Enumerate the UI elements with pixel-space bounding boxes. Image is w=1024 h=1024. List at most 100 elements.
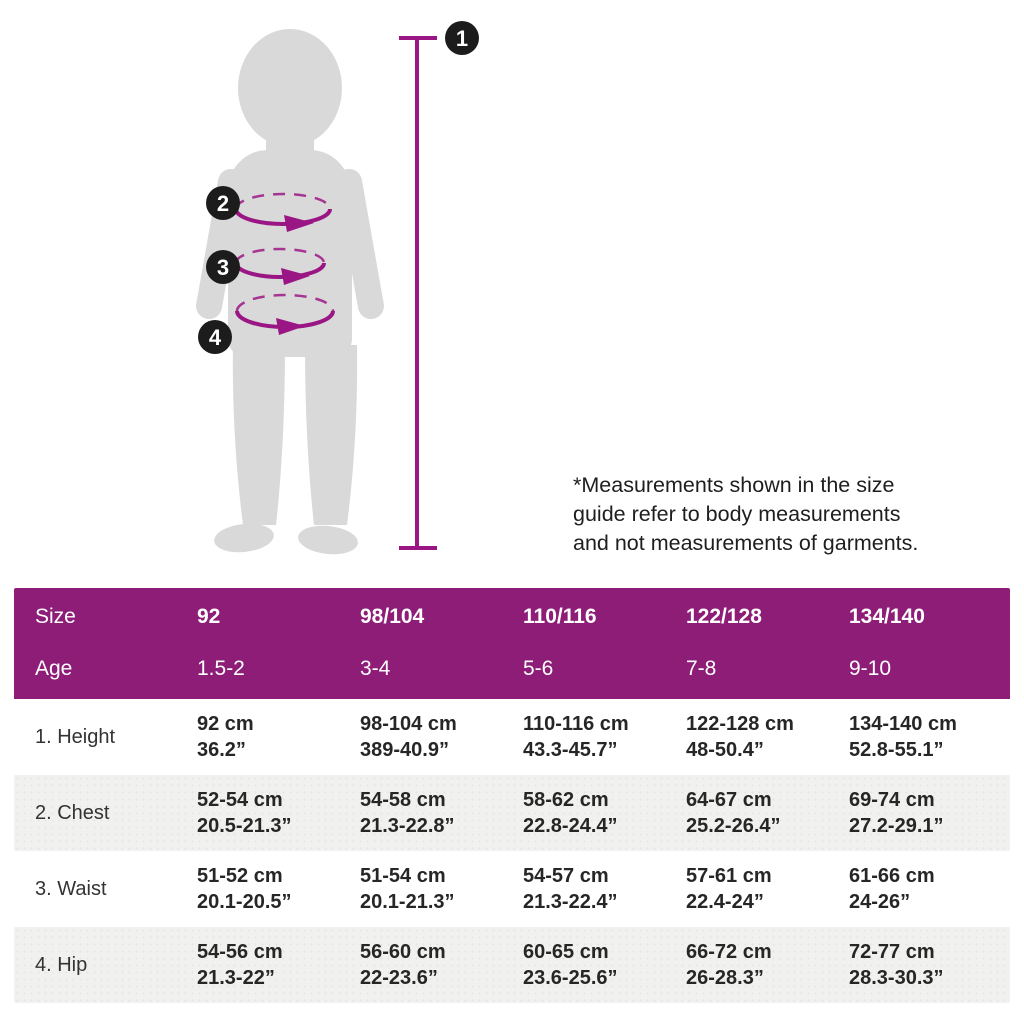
waist-cell-5: 61-66 cm 24-26” [849,863,1010,915]
chest-measure-ring [234,192,332,232]
height-cm-3: 110-116 cm [523,713,629,735]
waist-ring-dashed-arc [234,247,326,264]
waist-inch-3: 21.3-22.4” [523,891,618,913]
hip-cell-1: 54-56 cm 21.3-22” [197,939,360,991]
measurement-note: *Measurements shown in the size guide re… [573,473,919,555]
silhouette-head [238,29,342,147]
height-inch-1: 36.2” [197,739,246,761]
header-size-110-116: 110/116 [523,605,597,628]
chest-ring-arrow-icon [284,215,314,232]
header-size-92: 92 [197,605,221,628]
row-label-hip: 4. Hip [35,953,88,976]
height-inch-5: 52.8-55.1” [849,739,944,761]
marker-2-circle [206,186,240,220]
chest-cell-1: 52-54 cm 20.5-21.3” [197,787,360,839]
header-size-98-104: 98/104 [360,605,425,628]
table-row-height: 1. Height 92 cm 36.2” 98-104 cm 389-40.9… [14,699,1010,775]
chest-inch-3: 22.8-24.4” [523,815,618,837]
waist-ring-solid-arc [234,262,326,279]
height-cm-1: 92 cm [197,713,254,735]
height-inch-3: 43.3-45.7” [523,739,618,761]
header-age-5: 9-10 [849,657,892,680]
header-age-label: Age [35,657,73,680]
marker-3-number: 3 [217,255,229,280]
marker-1-height: 1 [445,21,479,55]
hip-inch-1: 21.3-22” [197,967,275,989]
chest-cm-2: 54-58 cm [360,789,446,811]
chest-inch-5: 27.2-29.1” [849,815,944,837]
waist-inch-2: 20.1-21.3” [360,891,455,913]
hip-inch-4: 26-28.3” [686,967,764,989]
waist-cell-2: 51-54 cm 20.1-21.3” [360,863,523,915]
child-silhouette-diagram: 1 2 3 4 [196,21,479,555]
row-label-waist: 3. Waist [35,877,107,900]
table-row-chest: 2. Chest 52-54 cm 20.5-21.3” 54-58 cm 21… [14,775,1010,851]
chest-inch-4: 25.2-26.4” [686,815,781,837]
chest-cell-5: 69-74 cm 27.2-29.1” [849,787,1010,839]
hip-cell-4: 66-72 cm 26-28.3” [686,939,849,991]
marker-1-number: 1 [456,26,468,51]
hip-cm-5: 72-77 cm [849,941,935,963]
waist-measure-ring [234,247,326,285]
chest-ring-dashed-arc [234,192,332,210]
chest-inch-2: 21.3-22.8” [360,815,455,837]
header-size-122-128: 122/128 [686,605,762,628]
marker-3-circle [206,250,240,284]
hip-cm-3: 60-65 cm [523,941,609,963]
height-cell-3: 110-116 cm 43.3-45.7” [523,711,686,763]
marker-4-circle [198,320,232,354]
height-cell-2: 98-104 cm 389-40.9” [360,711,523,763]
waist-cm-3: 54-57 cm [523,865,609,887]
header-size-row: Size 92 98/104 110/116 122/128 134/140 [14,591,1010,643]
silhouette-right-leg [305,345,358,525]
waist-ring-arrow-icon [281,268,310,285]
hip-ring-arrow-icon [276,318,305,335]
header-age-row: Age 1.5-2 3-4 5-6 7-8 9-10 [14,643,1010,695]
row-label-chest: 2. Chest [35,801,110,824]
waist-inch-4: 22.4-24” [686,891,764,913]
marker-4-number: 4 [209,325,222,350]
hip-inch-3: 23.6-25.6” [523,967,618,989]
header-age-2: 3-4 [360,657,391,680]
silhouette-hips [228,252,352,357]
marker-2-chest: 2 [206,186,240,220]
chest-cell-3: 58-62 cm 22.8-24.4” [523,787,686,839]
height-cell-1: 92 cm 36.2” [197,711,360,763]
hip-inch-5: 28.3-30.3” [849,967,944,989]
hip-cell-2: 56-60 cm 22-23.6” [360,939,523,991]
chest-cell-2: 54-58 cm 21.3-22.8” [360,787,523,839]
chest-ring-solid-arc [234,208,332,226]
header-age-1: 1.5-2 [197,657,245,680]
header-size-134-140: 134/140 [849,605,925,628]
marker-1-circle [445,21,479,55]
child-silhouette [196,29,384,555]
height-cm-4: 122-128 cm [686,713,794,735]
size-table-header: Size 92 98/104 110/116 122/128 134/140 A… [14,588,1010,699]
marker-3-waist: 3 [206,250,240,284]
table-row-hip: 4. Hip 54-56 cm 21.3-22” 56-60 cm 22-23.… [14,927,1010,1003]
height-cell-5: 134-140 cm 52.8-55.1” [849,711,1010,763]
waist-cell-1: 51-52 cm 20.1-20.5” [197,863,360,915]
hip-inch-2: 22-23.6” [360,967,438,989]
silhouette-right-foot [298,525,358,555]
waist-cm-1: 51-52 cm [197,865,283,887]
chest-cm-5: 69-74 cm [849,789,935,811]
height-cm-5: 134-140 cm [849,713,957,735]
hip-cell-5: 72-77 cm 28.3-30.3” [849,939,1010,991]
silhouette-left-leg [232,345,285,525]
size-table: Size 92 98/104 110/116 122/128 134/140 A… [14,588,1010,1003]
chest-cell-4: 64-67 cm 25.2-26.4” [686,787,849,839]
chest-cm-3: 58-62 cm [523,789,609,811]
waist-cm-5: 61-66 cm [849,865,935,887]
marker-2-number: 2 [217,191,229,216]
waist-cell-4: 57-61 cm 22.4-24” [686,863,849,915]
hip-cell-3: 60-65 cm 23.6-25.6” [523,939,686,991]
marker-4-hip: 4 [198,320,232,354]
chest-inch-1: 20.5-21.3” [197,815,292,837]
row-label-height: 1. Height [35,725,116,748]
waist-cell-3: 54-57 cm 21.3-22.4” [523,863,686,915]
height-inch-4: 48-50.4” [686,739,764,761]
silhouette-right-arm [336,168,384,320]
waist-cm-2: 51-54 cm [360,865,446,887]
